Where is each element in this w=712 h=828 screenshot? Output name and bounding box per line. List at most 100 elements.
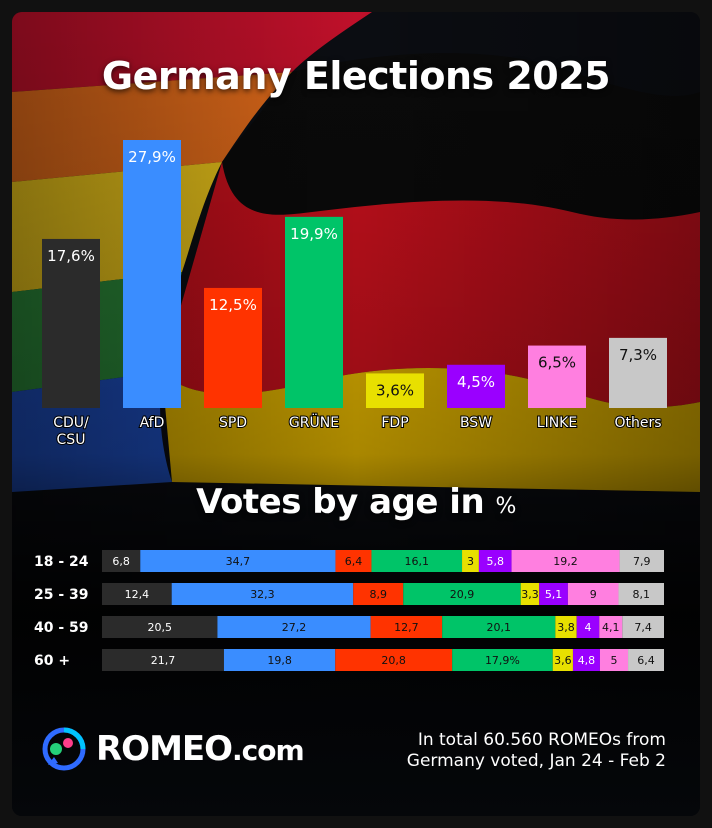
age-segment-label: 20,1 [486,621,511,634]
age-segment-label: 27,2 [282,621,307,634]
age-segment: 3,8 [555,616,577,638]
age-segment: 20,5 [102,616,218,638]
bar-value-label: 6,5% [538,354,576,372]
age-segment-bar [223,649,336,671]
age-segment-label: 20,5 [147,621,172,634]
age-segment-bar [102,616,218,638]
age-group-label: 40 - 59 [34,620,89,636]
category-label: CDU/ [53,415,89,431]
romeo-logo[interactable]: ROMEO.com [42,724,305,774]
bar-value-label: 3,6% [376,381,414,399]
bar [447,364,505,408]
age-segment-label: 12,7 [394,621,419,634]
age-segment: 32,3 [171,583,354,605]
age-segment-bar [599,649,629,671]
age-segment: 12,4 [102,583,172,605]
romeo-wordmark-name: ROMEO [96,729,233,769]
age-segment: 5 [599,649,629,671]
age-segment: 19,2 [511,550,620,572]
age-segment: 9 [567,583,619,605]
age-segment-label: 19,8 [267,654,292,667]
bar [285,216,343,408]
age-segment-label: 8,1 [632,588,650,601]
age-segment-label: 4 [584,621,591,634]
category-label: LINKE [537,415,577,431]
age-segment-bar [371,550,463,572]
infographic-card: Germany Elections 2025 17,6% CDU/CSU 27,9%… [12,12,700,816]
age-segment-bar [520,583,540,605]
age-segment: 6,4 [628,649,664,671]
age-segment-bar [335,550,372,572]
age-segment-bar [599,616,623,638]
age-segment-label: 34,7 [226,555,251,568]
age-segment-label: 19,2 [553,555,578,568]
age-segment-label: 4,8 [578,654,596,667]
votes-by-age-chart: 18 - 24 6,8 34,7 6,4 16,1 3 5,8 19,2 7,9 25 - 39 1… [34,550,664,671]
age-section-title-text: Votes by age in [196,482,485,522]
age-segment: 7,4 [622,616,664,638]
footer-note: In total 60.560 ROMEOs from Germany vote… [406,730,666,771]
age-segment-label: 16,1 [405,555,430,568]
age-segment: 19,8 [223,649,336,671]
bar-value-label: 4,5% [457,373,495,391]
age-segment-bar [618,583,664,605]
age-segment-bar [353,583,404,605]
category-label: AfD [140,415,165,431]
age-segment-label: 12,4 [125,588,150,601]
age-segment-label: 6,4 [345,555,363,568]
age-section-unit: % [495,494,517,519]
age-segment-label: 6,8 [112,555,130,568]
age-segment-label: 20,9 [450,588,475,601]
age-segment: 8,9 [353,583,404,605]
age-segment-bar [567,583,619,605]
age-segment-bar [171,583,354,605]
age-segment-bar [511,550,620,572]
category-label: FDP [381,415,408,431]
age-segment: 6,8 [102,550,141,572]
bar [528,345,586,408]
age-segment: 20,1 [442,616,556,638]
bar-group: 12,5% SPD [204,287,262,432]
bar [609,337,667,408]
bar-value-label: 17,6% [47,247,95,265]
age-segment-bar [622,616,664,638]
bar-group: 17,6% CDU/CSU [42,238,100,449]
age-segment: 20,9 [403,583,521,605]
age-segment-bar [102,583,172,605]
age-segment-bar [102,550,141,572]
age-group-label: 25 - 39 [34,587,89,603]
age-segment: 4 [576,616,600,638]
age-segment: 3,3 [520,583,540,605]
age-segment: 20,8 [335,649,453,671]
age-segment-label: 3,6 [554,654,572,667]
category-label: CSU [57,432,86,448]
age-group-label: 60 + [34,653,70,669]
age-segment: 3,6 [552,649,573,671]
age-segment-label: 20,8 [381,654,406,667]
age-segment-label: 4,1 [602,621,620,634]
age-segment-label: 3,3 [521,588,539,601]
age-segment-bar [572,649,600,671]
bar-group: 27,9% AfD [123,140,181,432]
bar-value-label: 12,5% [209,296,257,314]
age-segment: 6,4 [335,550,372,572]
bar-group: 6,5% LINKE [528,345,586,432]
age-segment-bar [628,649,664,671]
age-segment: 3 [462,550,479,572]
age-segment-label: 17,9% [485,654,520,667]
age-segment-label: 5,1 [545,588,563,601]
age-segment-bar [619,550,664,572]
age-segment-label: 5 [610,654,617,667]
age-segment-label: 7,9 [633,555,651,568]
age-segment-bar [552,649,573,671]
bar-group: 4,5% BSW [447,364,505,432]
age-section-title: Votes by age in % [12,482,700,522]
age-segment-label: 32,3 [250,588,275,601]
age-segment-bar [576,616,600,638]
age-segment-bar [370,616,443,638]
bar [42,238,100,408]
age-segment: 21,7 [102,649,224,671]
age-segment-bar [452,649,553,671]
age-segment-label: 3 [467,555,474,568]
age-segment-label: 7,4 [634,621,652,634]
